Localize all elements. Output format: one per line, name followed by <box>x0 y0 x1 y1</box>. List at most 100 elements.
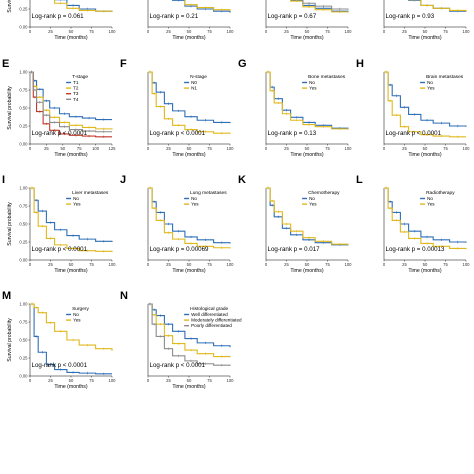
y-axis-label: Survival probability <box>7 318 13 362</box>
pvalue-label: Log-rank p < 0.0001 <box>150 130 206 137</box>
y-tick-label: 0.25 <box>19 355 28 360</box>
x-tick-label: 75 <box>207 29 212 34</box>
x-tick-label: 25 <box>284 262 289 267</box>
y-tick-label: 0.75 <box>19 87 28 92</box>
legend-entry: No <box>191 196 197 201</box>
x-tick-label: 100 <box>345 262 353 267</box>
km-panel-J: J 0 25 50 75 100 Time (months) Log-rank p = 0.0… <box>120 174 234 274</box>
survival-curve-1 <box>266 71 349 130</box>
x-tick-label: 0 <box>265 262 268 267</box>
x-tick-label: 50 <box>187 29 192 34</box>
legend-entry: No <box>73 196 79 201</box>
pvalue-label: Log-rank p < 0.0001 <box>32 246 88 253</box>
x-tick-label: 75 <box>207 378 212 383</box>
x-axis-label: Time (months) <box>54 384 88 390</box>
pvalue-label: Log-rank p = 0.13 <box>268 130 317 137</box>
y-tick-label: 1.00 <box>19 185 28 190</box>
x-axis-label: Time (months) <box>54 152 88 158</box>
y-tick-label: 0.50 <box>19 105 28 110</box>
km-panel-K: K 0 25 50 75 100 Time (months) Log-rank p = 0.0… <box>238 174 352 274</box>
survival-curve-0 <box>30 187 113 242</box>
legend-entry: T1 <box>73 80 79 85</box>
km-panel-I: I 0 25 50 75 100 0.00 0.25 0.50 0.75 1.00 Time (mon… <box>2 174 116 274</box>
x-tick-label: 75 <box>207 262 212 267</box>
survival-curve-0 <box>266 71 349 129</box>
survival-curve-1 <box>148 303 231 358</box>
panel-label: F <box>120 58 127 70</box>
x-axis-label: Time (months) <box>290 152 324 158</box>
panel-label: I <box>2 174 5 186</box>
x-tick-label: 0 <box>383 146 386 151</box>
x-tick-label: 0 <box>29 146 32 151</box>
legend-entry: Poorly differentiated <box>191 323 232 328</box>
x-tick-label: 25 <box>284 29 289 34</box>
km-panel-2: 0 25 50 75 100 Time (months) Log-rank p = 0.21… <box>147 0 234 41</box>
x-tick-label: 100 <box>463 262 471 267</box>
x-tick-label: 100 <box>109 29 117 34</box>
legend-entry: Yes <box>191 202 199 207</box>
x-tick-label: 25 <box>48 378 53 383</box>
x-tick-label: 25 <box>48 262 53 267</box>
survival-curve-0 <box>148 71 231 124</box>
panel-label: L <box>356 174 363 186</box>
pvalue-label: Log-rank p = 0.00069 <box>150 246 210 253</box>
x-tick-label: 0 <box>147 262 150 267</box>
legend-entry: Well differentiated <box>191 312 228 317</box>
x-axis-label: Time (months) <box>172 384 206 390</box>
legend-title: T-stage <box>72 74 88 80</box>
x-tick-label: 100 <box>109 262 117 267</box>
x-axis-label: Time (months) <box>408 35 442 41</box>
km-panel-H: H 0 25 50 75 100 Time (months) Log-rank p < 0.0… <box>356 58 470 158</box>
x-tick-label: 100 <box>227 29 235 34</box>
x-tick-label: 50 <box>187 262 192 267</box>
km-panel-G: G 0 25 50 75 100 Time (months) Log-rank p = 0.1… <box>238 58 352 158</box>
x-tick-label: 75 <box>325 29 330 34</box>
x-tick-label: 75 <box>443 146 448 151</box>
legend-entry: No <box>309 196 315 201</box>
legend-title: N-stage <box>190 74 207 80</box>
legend-entry: No <box>73 312 79 317</box>
survival-curve-3 <box>30 71 112 133</box>
km-panel-L: L 0 25 50 75 100 Time (months) Log-rank p = 0.0… <box>356 174 470 274</box>
y-tick-label: 1.00 <box>19 69 28 74</box>
legend-entry: N0 <box>191 80 197 85</box>
x-tick-label: 125 <box>109 146 117 151</box>
pvalue-label: Log-rank p = 0.017 <box>268 246 321 253</box>
pvalue-label: Log-rank p < 0.0001 <box>386 130 442 137</box>
legend-entry: T3 <box>73 91 79 96</box>
legend-title: Liver metastases <box>72 190 109 196</box>
x-tick-label: 25 <box>166 146 171 151</box>
y-tick-label: 0.75 <box>19 203 28 208</box>
pvalue-label: Log-rank p < 0.0001 <box>150 362 206 369</box>
survival-curve-2 <box>302 0 349 10</box>
x-tick-label: 50 <box>423 29 428 34</box>
x-tick-label: 100 <box>92 146 100 151</box>
legend-entry: Yes <box>309 86 317 91</box>
x-tick-label: 50 <box>305 146 310 151</box>
x-tick-label: 50 <box>423 262 428 267</box>
x-tick-label: 75 <box>89 29 94 34</box>
x-tick-label: 0 <box>29 378 32 383</box>
survival-curve-1 <box>148 187 231 249</box>
x-tick-label: 0 <box>147 29 150 34</box>
legend-entry: No <box>309 80 315 85</box>
legend-entry: Yes <box>73 318 81 323</box>
panel-label: M <box>2 290 11 302</box>
legend-entry: No <box>427 80 433 85</box>
x-tick-label: 100 <box>345 29 353 34</box>
survival-curve-1 <box>184 0 231 12</box>
x-tick-label: 0 <box>383 262 386 267</box>
x-tick-label: 25 <box>44 146 49 151</box>
legend-entry: Yes <box>427 202 435 207</box>
x-tick-label: 0 <box>29 29 32 34</box>
x-tick-label: 100 <box>463 29 471 34</box>
x-axis-label: Time (months) <box>408 268 442 274</box>
y-tick-label: 0.00 <box>19 257 28 262</box>
km-panel-F: F 0 25 50 75 100 Time (months) Log-rank p < 0.0… <box>120 58 234 158</box>
legend-title: Brain metastases <box>426 74 464 80</box>
x-tick-label: 75 <box>89 378 94 383</box>
x-tick-label: 0 <box>29 262 32 267</box>
x-tick-label: 75 <box>443 262 448 267</box>
y-tick-label: 0.25 <box>19 123 28 128</box>
pvalue-label: Log-rank p < 0.0001 <box>32 130 88 137</box>
